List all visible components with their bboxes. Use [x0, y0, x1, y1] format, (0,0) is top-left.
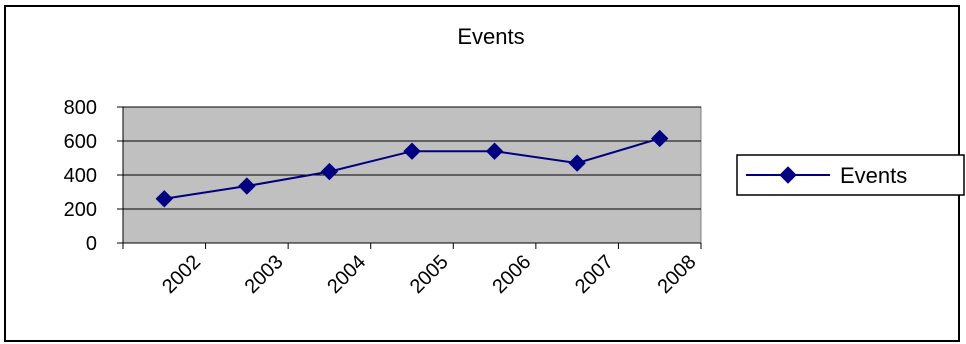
data-point-marker	[238, 177, 256, 195]
data-point-marker	[651, 129, 669, 148]
data-point-marker	[320, 162, 339, 181]
y-tick-label: 0	[86, 233, 97, 255]
gridlines	[123, 106, 701, 210]
y-tick-label: 400	[64, 165, 97, 187]
data-point-marker	[485, 142, 504, 160]
data-point-marker	[568, 154, 586, 172]
legend-marker	[779, 166, 797, 184]
data-point-marker	[155, 190, 173, 208]
y-tick-label: 800	[64, 97, 97, 119]
legend: Events	[736, 154, 965, 196]
data-point-marker	[403, 142, 421, 160]
y-axis-tick-labels: 0 200 400 600 800	[64, 97, 97, 255]
axes	[117, 106, 702, 249]
series-events	[155, 129, 669, 208]
y-tick-label: 600	[64, 131, 97, 153]
chart-title: Events	[457, 24, 524, 49]
legend-label: Events	[840, 163, 907, 188]
y-tick-label: 200	[64, 199, 97, 221]
